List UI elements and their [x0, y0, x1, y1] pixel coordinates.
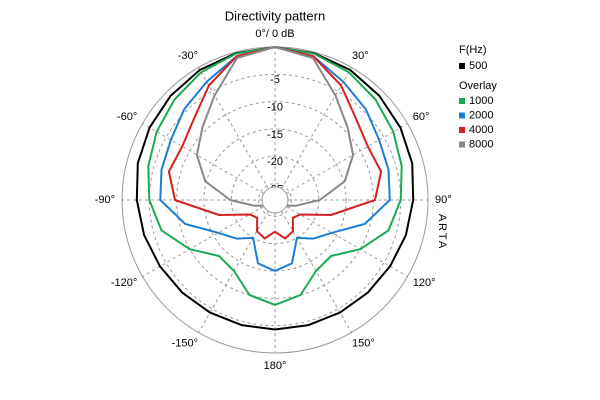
r-tick-label: -5 [270, 74, 280, 86]
theta-tick-label: 180° [264, 360, 287, 372]
theta-tick-label: -150° [172, 338, 198, 350]
chart-title: Directivity pattern [225, 8, 325, 23]
grid-ring [258, 183, 292, 217]
theta-tick-label: -60° [117, 111, 137, 123]
center-hole [261, 186, 289, 214]
legend-swatch [459, 112, 465, 119]
legend-swatch [459, 141, 465, 148]
legend-label: 1000 [469, 95, 493, 107]
theta-tick-label: 60° [413, 111, 430, 123]
theta-tick-label: -90° [95, 194, 115, 206]
grid-ring [203, 128, 347, 272]
grid-spoke [142, 206, 264, 277]
grid-spoke [142, 123, 264, 194]
legend-label: 8000 [469, 138, 493, 150]
r-tick-label: -15 [267, 129, 283, 141]
grid-spoke [281, 67, 352, 189]
legend-swatch [459, 127, 465, 133]
legend-title: Overlay [459, 80, 497, 92]
theta-tick-label: 90° [435, 194, 452, 206]
theta-tick-label: 0°/ 0 dB [255, 28, 294, 40]
theta-tick-label: 120° [413, 277, 436, 289]
legend-swatch [459, 98, 465, 104]
grid-spoke [286, 123, 408, 194]
theta-tick-label: -120° [111, 277, 137, 289]
theta-tick-label: -30° [178, 50, 198, 62]
legend-title: F(Hz) [459, 44, 487, 56]
theta-tick-label: 30° [352, 50, 369, 62]
legend-label: 500 [469, 60, 487, 72]
grid-spoke [198, 67, 269, 189]
grid-spoke [286, 206, 408, 277]
legend-label: 4000 [469, 124, 493, 136]
legend-label: 2000 [469, 109, 493, 121]
theta-tick-label: 150° [352, 338, 375, 350]
annotation: ARTA [436, 214, 448, 250]
legend-swatch [459, 63, 465, 69]
